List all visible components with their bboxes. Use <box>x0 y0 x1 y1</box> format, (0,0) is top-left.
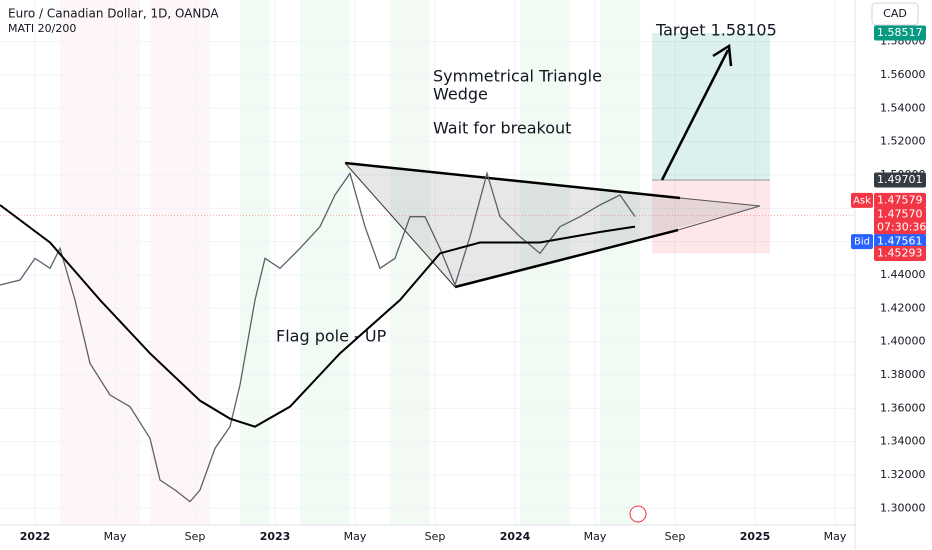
x-tick-label: Sep <box>185 530 206 543</box>
price-label: 1.47561 <box>877 235 923 248</box>
y-tick-label: 1.56000 <box>880 68 926 81</box>
x-tick-label: Sep <box>425 530 446 543</box>
price-label-bg <box>874 245 926 261</box>
x-tick-label: May <box>104 530 127 543</box>
stripe <box>300 0 350 525</box>
price-label-bg <box>874 234 926 250</box>
price-line <box>0 170 636 503</box>
annotation: Symmetrical Triangle <box>433 67 602 86</box>
price-label-bg <box>874 192 926 208</box>
y-tick-label: 1.52000 <box>880 135 926 148</box>
arrow-head <box>712 43 733 67</box>
grid <box>0 0 855 525</box>
stripe <box>520 0 570 525</box>
y-tick-label: 1.38000 <box>880 368 926 381</box>
annotation: Flag pole - UP <box>276 327 387 346</box>
price-countdown: 07:30:36 <box>877 221 926 234</box>
indicator-label: MATI 20/200 <box>8 22 76 35</box>
annotation: Wedge <box>433 85 488 104</box>
currency[interactable]: CAD <box>883 7 907 20</box>
stripe <box>390 0 430 525</box>
y-tick-label: 1.36000 <box>880 401 926 414</box>
x-tick-label: 2023 <box>260 530 291 543</box>
y-tick-label: 1.54000 <box>880 101 926 114</box>
triangle-drawing <box>344 161 761 289</box>
triangle-fill <box>345 163 760 287</box>
y-tick-label: 1.34000 <box>880 435 926 448</box>
stripe <box>150 0 210 525</box>
price-label: 1.47570 <box>877 208 923 221</box>
x-tick-label: 2022 <box>20 530 51 543</box>
price-tag: Bid <box>854 237 870 248</box>
stripe <box>600 0 640 525</box>
y-tick-label: 1.44000 <box>880 268 926 281</box>
series <box>0 170 636 503</box>
price-label-bg <box>874 207 926 235</box>
target-zone <box>652 33 770 180</box>
price-line <box>0 204 636 428</box>
price-label-bg <box>874 25 926 41</box>
price-label-bg <box>874 172 926 188</box>
price-tag: Ask <box>853 195 871 206</box>
lower-trendline <box>454 228 679 289</box>
currency-button[interactable] <box>871 2 919 26</box>
annotation: Target 1.58105 <box>655 21 777 40</box>
axes: 1.30000 1.32000 1.34000 1.36000 1.38000 1.400… <box>20 25 926 543</box>
y-tick-label: 1.32000 <box>880 468 926 481</box>
x-tick-label: 2024 <box>500 530 531 543</box>
annotation: Wait for breakout <box>433 119 571 138</box>
x-tick-label: 2025 <box>740 530 771 543</box>
arrow-shaft <box>660 49 730 181</box>
x-tick-label: May <box>584 530 607 543</box>
stripe <box>240 0 270 525</box>
price-tag-bg <box>851 234 873 250</box>
y-tick-label: 1.30000 <box>880 501 926 514</box>
apex-line <box>679 197 761 207</box>
y-tick-label: 1.40000 <box>880 335 926 348</box>
stripe <box>60 0 140 525</box>
price-label: 1.45293 <box>877 246 923 259</box>
session-stripes <box>60 0 640 525</box>
price-label: 1.47579 <box>877 193 923 206</box>
target-arrow <box>660 43 733 181</box>
position-tool <box>0 33 855 254</box>
price-tag-bg <box>851 192 873 208</box>
x-tick-label: May <box>344 530 367 543</box>
diagonal-line <box>344 162 456 288</box>
event-icon[interactable] <box>629 505 647 523</box>
x-tick-label: May <box>824 530 847 543</box>
price-label: 1.58517 <box>877 26 923 39</box>
stop-zone <box>652 179 770 254</box>
apex-line <box>677 205 761 231</box>
y-tick-label: 1.42000 <box>880 301 926 314</box>
symbol-title: Euro / Canadian Dollar, 1D, OANDA <box>8 7 219 21</box>
price-label: 1.49701 <box>877 173 923 186</box>
upper-trendline <box>344 161 681 200</box>
x-tick-label: Sep <box>665 530 686 543</box>
